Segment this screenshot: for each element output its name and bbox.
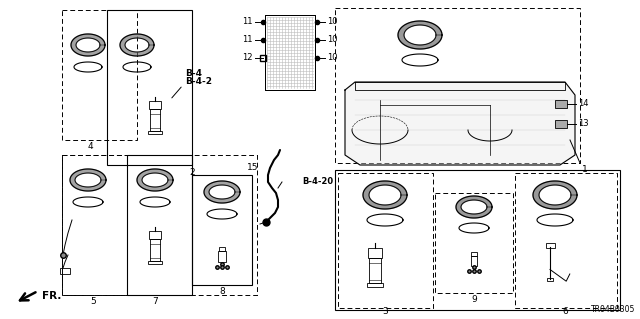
Text: 10: 10 — [327, 35, 337, 44]
Bar — [149, 231, 161, 239]
Bar — [62, 155, 257, 295]
Text: 13: 13 — [578, 120, 589, 129]
Bar — [335, 8, 580, 163]
Text: 14: 14 — [578, 100, 589, 108]
Bar — [545, 242, 554, 248]
Text: 1: 1 — [582, 165, 588, 174]
Text: 11: 11 — [243, 18, 253, 26]
Bar — [192, 175, 252, 285]
Text: TR04B0305: TR04B0305 — [591, 305, 635, 314]
Bar — [218, 251, 226, 262]
Bar — [265, 15, 315, 90]
Text: 12: 12 — [243, 54, 253, 63]
Bar — [148, 130, 162, 134]
Polygon shape — [345, 82, 575, 165]
Text: 15: 15 — [246, 164, 258, 173]
Bar — [150, 109, 160, 130]
Polygon shape — [70, 169, 106, 191]
Bar — [150, 239, 160, 261]
Text: B-4-2: B-4-2 — [185, 78, 212, 86]
Bar — [470, 256, 477, 266]
Text: 11: 11 — [243, 35, 253, 44]
Text: FR.: FR. — [42, 291, 61, 301]
Text: B-4-20: B-4-20 — [302, 177, 333, 187]
Polygon shape — [71, 34, 105, 56]
Text: 5: 5 — [90, 297, 96, 306]
Bar — [148, 261, 162, 264]
Bar — [472, 252, 477, 256]
Text: 10: 10 — [327, 54, 337, 63]
Bar — [555, 100, 567, 108]
Polygon shape — [363, 181, 407, 209]
Bar — [149, 101, 161, 109]
Polygon shape — [398, 21, 442, 49]
Bar — [435, 193, 513, 293]
Bar — [127, 155, 192, 295]
Bar — [369, 257, 381, 283]
Bar — [62, 10, 137, 140]
Text: 10: 10 — [327, 18, 337, 26]
Polygon shape — [120, 34, 154, 56]
Bar — [338, 173, 433, 308]
Text: 4: 4 — [87, 142, 93, 151]
Bar — [62, 155, 127, 295]
Text: 2: 2 — [189, 168, 195, 177]
Bar — [107, 10, 192, 165]
Text: 8: 8 — [219, 287, 225, 296]
Bar — [555, 120, 567, 128]
Bar — [60, 268, 70, 274]
Text: 3: 3 — [382, 307, 388, 316]
Bar — [220, 248, 225, 251]
Polygon shape — [533, 181, 577, 209]
Bar — [335, 170, 620, 310]
Polygon shape — [204, 181, 240, 203]
Bar — [515, 173, 617, 308]
Text: 6: 6 — [562, 307, 568, 316]
Polygon shape — [456, 196, 492, 218]
Bar — [368, 248, 382, 257]
Bar — [367, 283, 383, 286]
Text: 7: 7 — [152, 297, 158, 306]
Bar — [547, 278, 553, 281]
Bar — [265, 15, 315, 90]
Text: B-4: B-4 — [185, 69, 202, 78]
Polygon shape — [137, 169, 173, 191]
Text: 9: 9 — [471, 295, 477, 304]
